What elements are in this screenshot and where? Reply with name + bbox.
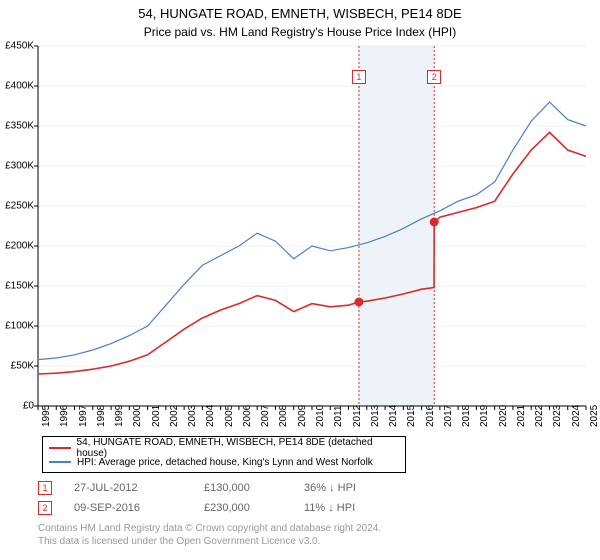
legend: 54, HUNGATE ROAD, EMNETH, WISBECH, PE14 …	[42, 436, 406, 473]
x-tick-label: 2013	[370, 405, 381, 427]
x-tick-label: 2006	[242, 405, 253, 427]
x-tick-label: 2009	[297, 405, 308, 427]
chart-event-marker: 2	[427, 70, 441, 84]
x-tick-label: 2000	[132, 405, 143, 427]
event-marker-1: 1	[38, 481, 52, 495]
x-tick-label: 2018	[461, 405, 472, 427]
event-marker-2: 2	[38, 501, 52, 515]
x-tick-label: 1995	[41, 405, 52, 427]
x-tick-label: 2002	[169, 405, 180, 427]
y-tick-label: £0	[2, 401, 34, 412]
x-tick-label: 2003	[187, 405, 198, 427]
x-tick-label: 1998	[96, 405, 107, 427]
y-tick-label: £200K	[2, 241, 34, 252]
event-price-2: £230,000	[204, 502, 304, 514]
x-tick-label: 2014	[388, 405, 399, 427]
page-subtitle: Price paid vs. HM Land Registry's House …	[0, 21, 600, 39]
chart-area: £0£50K£100K£150K£200K£250K£300K£350K£400…	[38, 46, 586, 406]
event-price-1: £130,000	[204, 482, 304, 494]
y-tick-label: £150K	[2, 281, 34, 292]
x-tick-label: 2019	[479, 405, 490, 427]
x-tick-label: 2020	[498, 405, 509, 427]
x-tick-label: 2017	[443, 405, 454, 427]
y-tick-label: £350K	[2, 121, 34, 132]
chart-event-marker: 1	[352, 70, 366, 84]
footer-line-2: This data is licensed under the Open Gov…	[38, 535, 381, 548]
legend-item-property: 54, HUNGATE ROAD, EMNETH, WISBECH, PE14 …	[49, 441, 399, 455]
x-tick-label: 2012	[352, 405, 363, 427]
x-tick-label: 2001	[151, 405, 162, 427]
x-tick-label: 2023	[552, 405, 563, 427]
y-tick-label: £50K	[2, 361, 34, 372]
x-tick-label: 2016	[425, 405, 436, 427]
legend-item-hpi: HPI: Average price, detached house, King…	[49, 455, 399, 469]
x-tick-label: 2011	[333, 405, 344, 427]
y-tick-label: £400K	[2, 81, 34, 92]
event-date-2: 09-SEP-2016	[74, 502, 204, 514]
x-tick-label: 2008	[278, 405, 289, 427]
x-tick-label: 2025	[589, 405, 600, 427]
legend-swatch-property	[49, 447, 71, 449]
x-tick-label: 2004	[205, 405, 216, 427]
y-tick-label: £450K	[2, 41, 34, 52]
x-tick-label: 2005	[224, 405, 235, 427]
event-date-1: 27-JUL-2012	[74, 482, 204, 494]
x-tick-label: 2007	[260, 405, 271, 427]
x-tick-label: 2021	[516, 405, 527, 427]
x-tick-label: 2015	[406, 405, 417, 427]
line-chart	[38, 46, 586, 406]
y-tick-label: £300K	[2, 161, 34, 172]
x-tick-label: 1999	[114, 405, 125, 427]
legend-label-hpi: HPI: Average price, detached house, King…	[77, 457, 373, 468]
footer-notice: Contains HM Land Registry data © Crown c…	[38, 522, 381, 548]
footer-line-1: Contains HM Land Registry data © Crown c…	[38, 522, 381, 535]
event-row-1: 1 27-JUL-2012 £130,000 36% ↓ HPI	[38, 478, 586, 498]
x-tick-label: 1997	[78, 405, 89, 427]
event-diff-2: 11% ↓ HPI	[304, 502, 394, 514]
event-row-2: 2 09-SEP-2016 £230,000 11% ↓ HPI	[38, 498, 586, 518]
events-table: 1 27-JUL-2012 £130,000 36% ↓ HPI 2 09-SE…	[38, 478, 586, 518]
page-title: 54, HUNGATE ROAD, EMNETH, WISBECH, PE14 …	[0, 0, 600, 21]
legend-swatch-hpi	[49, 461, 71, 463]
x-tick-label: 2024	[571, 405, 582, 427]
x-tick-label: 2010	[315, 405, 326, 427]
x-tick-label: 2022	[534, 405, 545, 427]
y-tick-label: £250K	[2, 201, 34, 212]
x-tick-label: 1996	[59, 405, 70, 427]
y-tick-label: £100K	[2, 321, 34, 332]
event-diff-1: 36% ↓ HPI	[304, 482, 394, 494]
